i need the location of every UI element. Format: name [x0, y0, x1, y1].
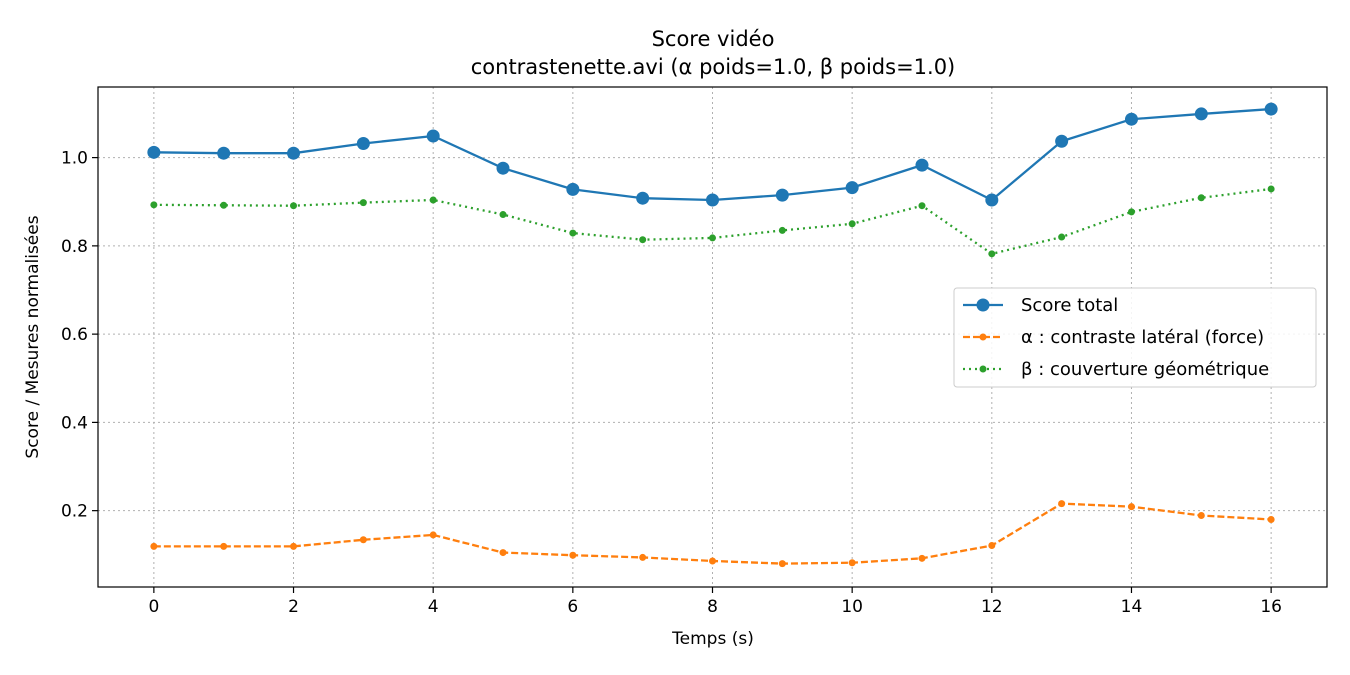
- data-point: [1058, 500, 1066, 508]
- data-point: [429, 531, 437, 539]
- data-point: [147, 145, 161, 159]
- data-point: [359, 199, 367, 207]
- series-line: [153, 187, 1272, 255]
- data-point: [1055, 134, 1069, 148]
- data-point: [220, 201, 228, 209]
- data-point: [1127, 503, 1135, 511]
- x-tick-label: 10: [841, 597, 863, 617]
- data-point: [150, 201, 158, 209]
- data-point: [429, 196, 437, 204]
- data-point: [848, 220, 856, 228]
- data-point: [499, 549, 507, 557]
- chart-subtitle: contrastenette.avi (α poids=1.0, β poids…: [471, 55, 956, 79]
- data-point: [356, 136, 370, 150]
- plot-series: [147, 102, 1278, 568]
- data-point: [706, 193, 719, 207]
- data-point: [287, 146, 301, 160]
- data-point: [918, 202, 926, 210]
- x-tick-label: 8: [707, 597, 718, 617]
- data-point: [988, 250, 996, 258]
- data-point: [639, 553, 647, 561]
- data-point: [496, 161, 510, 175]
- data-point: [217, 146, 231, 160]
- legend: Score total α : contraste latéral (force)…: [953, 287, 1317, 388]
- data-point: [845, 181, 859, 195]
- data-point: [636, 191, 650, 205]
- data-point: [918, 554, 926, 562]
- x-tick-label: 16: [1260, 597, 1282, 617]
- data-point: [290, 542, 298, 550]
- x-tick-label: 6: [567, 597, 578, 617]
- legend-label: Score total: [1021, 295, 1118, 316]
- data-point: [566, 182, 580, 196]
- series-3: [150, 185, 1275, 258]
- y-tick-label: 0.8: [61, 237, 88, 257]
- data-point: [988, 542, 996, 550]
- y-tick-label: 0.2: [61, 502, 88, 522]
- series-1: [147, 102, 1278, 207]
- data-point: [1264, 102, 1278, 116]
- data-point: [1197, 512, 1205, 520]
- data-point: [778, 226, 786, 234]
- data-point: [290, 202, 298, 210]
- legend-marker: [979, 365, 987, 373]
- x-axis-label: Temps (s): [671, 629, 754, 649]
- data-point: [220, 542, 228, 550]
- legend-marker: [979, 333, 987, 341]
- data-point: [426, 129, 440, 143]
- data-point: [778, 560, 786, 568]
- x-tick-label: 12: [981, 597, 1003, 617]
- data-point: [709, 234, 716, 242]
- data-point: [639, 236, 647, 244]
- y-tick-label: 1.0: [61, 149, 88, 169]
- data-point: [499, 211, 507, 219]
- data-point: [1124, 112, 1138, 126]
- data-point: [709, 557, 716, 565]
- y-tick-label: 0.4: [61, 413, 88, 433]
- legend-box: [953, 287, 1317, 388]
- data-point: [775, 188, 789, 202]
- data-point: [848, 559, 856, 567]
- x-tick-label: 14: [1121, 597, 1143, 617]
- data-point: [1197, 194, 1205, 202]
- data-point: [150, 542, 158, 550]
- legend-marker: [976, 298, 990, 312]
- data-point: [915, 158, 929, 172]
- data-point: [1127, 208, 1135, 216]
- x-tick-label: 2: [288, 597, 299, 617]
- x-tick-label: 4: [428, 597, 439, 617]
- legend-label: β : couverture géométrique: [1021, 359, 1269, 380]
- y-tick-label: 0.6: [61, 325, 88, 345]
- axis-ticks: 0 2 4 6 8 10 12 14 16 0.2 0.4 0.6 0.8 1.0: [61, 149, 1282, 617]
- data-point: [1267, 185, 1275, 193]
- plot-area-frame: [97, 86, 1328, 588]
- data-point: [985, 193, 999, 207]
- legend-label: α : contraste latéral (force): [1021, 327, 1264, 348]
- data-point: [1267, 515, 1275, 523]
- data-point: [359, 536, 367, 544]
- data-point: [569, 229, 577, 237]
- data-point: [569, 551, 577, 559]
- series-2: [150, 500, 1275, 568]
- chart-title: Score vidéo: [652, 27, 775, 51]
- y-axis-label: Score / Mesures normalisées: [23, 215, 43, 458]
- data-point: [1194, 107, 1208, 121]
- data-point: [1058, 233, 1066, 241]
- x-tick-label: 0: [148, 597, 159, 617]
